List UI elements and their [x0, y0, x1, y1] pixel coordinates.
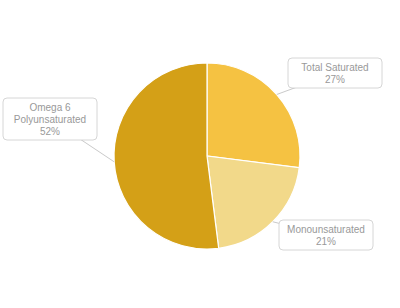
- svg-text:Monounsaturated21%: Monounsaturated21%: [287, 224, 365, 247]
- svg-text:Omega 6Polyunsaturated52%: Omega 6Polyunsaturated52%: [14, 102, 86, 137]
- svg-text:Total Saturated27%: Total Saturated27%: [301, 62, 368, 85]
